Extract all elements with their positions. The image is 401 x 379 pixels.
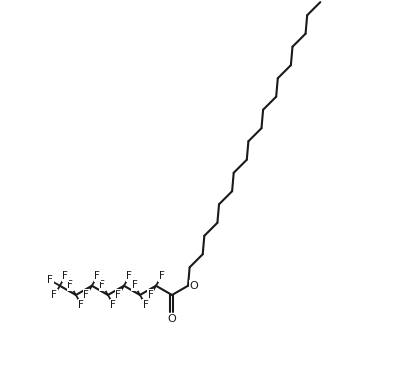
Text: F: F (47, 275, 53, 285)
Text: F: F (83, 290, 89, 300)
Text: F: F (115, 290, 121, 300)
Text: O: O (189, 281, 198, 291)
Text: F: F (67, 280, 73, 290)
Text: F: F (126, 271, 132, 281)
Text: O: O (167, 314, 176, 324)
Text: F: F (142, 299, 148, 310)
Text: F: F (131, 280, 137, 290)
Text: F: F (62, 271, 68, 281)
Text: F: F (110, 299, 116, 310)
Text: F: F (99, 280, 105, 290)
Text: F: F (158, 271, 164, 281)
Text: F: F (147, 290, 153, 300)
Text: F: F (51, 290, 57, 300)
Text: F: F (94, 271, 100, 281)
Text: F: F (78, 299, 84, 310)
